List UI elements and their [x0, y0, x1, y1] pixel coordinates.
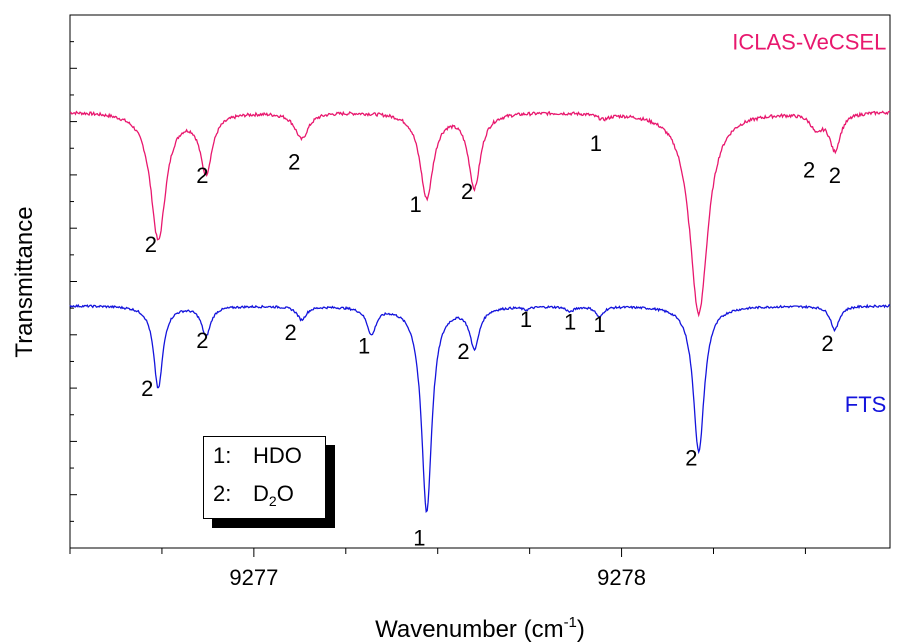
y-axis-label: Transmittance: [11, 206, 38, 357]
y-minor-ticks: [70, 41, 77, 522]
legend-text: HDO: [253, 443, 302, 468]
legend-subscript: 2: [268, 493, 277, 509]
peak-label: 1: [413, 525, 425, 550]
legend-entry-hdo: 1: HDO: [213, 443, 302, 469]
peak-label: 1: [520, 307, 532, 332]
legend-text-after: O: [276, 481, 294, 506]
peak-label: 2: [821, 331, 833, 356]
peak-label: 1: [358, 333, 370, 358]
x-axis-label-superscript: -1: [564, 614, 577, 631]
peak-label: 1: [593, 312, 605, 337]
peak-label: 2: [141, 376, 153, 401]
peak-label: 2: [196, 163, 208, 188]
series-lines: [69, 110, 891, 513]
peak-label: 2: [457, 339, 469, 364]
series-line-iclas-vecsel: [69, 110, 891, 318]
peak-label: 1: [410, 192, 422, 217]
legend: 1: HDO 2: D2O: [203, 436, 326, 519]
peak-label: 2: [461, 179, 473, 204]
legend-text: D: [253, 481, 269, 506]
series-labels: ICLAS-VeCSEL FTS: [732, 30, 886, 417]
x-axis-label-text: Wavenumber (cm: [375, 616, 563, 643]
legend-number: 1:: [213, 443, 232, 468]
legend-entry-d2o: 2: D2O: [213, 481, 294, 509]
peak-label: 1: [590, 131, 602, 156]
x-tick-label: 9278: [597, 565, 646, 590]
x-axis-label-end: ): [577, 616, 585, 643]
peak-label: 2: [145, 232, 157, 257]
x-axis-label: Wavenumber (cm-1): [375, 614, 585, 643]
plot-frame: [69, 14, 891, 549]
peak-label: 2: [196, 328, 208, 353]
peak-label: 2: [285, 320, 297, 345]
x-tick-label: 9277: [229, 565, 278, 590]
peak-label: 2: [685, 445, 697, 470]
series-label: ICLAS-VeCSEL: [732, 30, 886, 55]
x-axis-ticks: 9277 9278: [69, 548, 806, 590]
peak-label: 2: [803, 158, 815, 183]
legend-number: 2:: [213, 481, 232, 506]
peak-label: 2: [829, 163, 841, 188]
peak-label: 2: [288, 150, 300, 175]
series-line-fts: [69, 303, 891, 513]
series-label: FTS: [845, 392, 887, 417]
peak-label: 1: [564, 309, 576, 334]
